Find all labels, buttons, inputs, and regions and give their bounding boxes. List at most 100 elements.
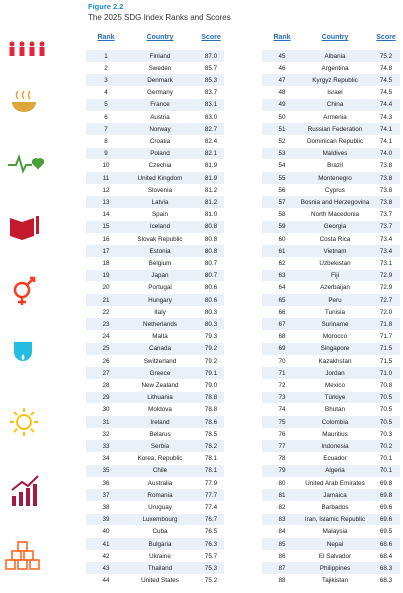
country: Denmark	[147, 76, 173, 84]
rank: 76	[278, 430, 286, 438]
figure-label: Figure 2.2	[88, 2, 124, 11]
score: 76.5	[204, 528, 218, 536]
country: United Arab Emirates	[305, 479, 365, 487]
score: 68.3	[379, 564, 393, 572]
country: Germany	[147, 89, 173, 97]
country: Maldives	[322, 150, 348, 158]
rank: 20	[102, 284, 110, 292]
country: Iceland	[149, 223, 171, 231]
row-band	[86, 172, 224, 184]
score: 76.7	[204, 516, 218, 524]
score: 70.3	[379, 430, 393, 438]
rank: 40	[102, 528, 110, 536]
country: Dominican Republic	[307, 137, 363, 145]
country: Latvia	[151, 198, 169, 206]
rank: 75	[278, 418, 286, 426]
icon-education	[10, 216, 39, 240]
row-band	[262, 416, 400, 428]
score: 81.9	[204, 174, 218, 182]
country: Czechia	[148, 162, 172, 170]
score: 74.1	[379, 125, 393, 133]
rank: 71	[278, 369, 286, 377]
rank: 44	[102, 577, 110, 585]
score: 78.1	[204, 455, 218, 463]
row-band	[86, 342, 224, 355]
rank: 26	[102, 357, 110, 365]
score: 73.4	[379, 247, 393, 255]
rank: 11	[102, 174, 110, 182]
row-band	[86, 98, 224, 111]
rank: 23	[102, 320, 110, 328]
score: 77.7	[204, 491, 218, 499]
rank: 65	[278, 296, 286, 304]
country: Spain	[151, 211, 169, 219]
rank: 2	[104, 64, 108, 72]
rank: 50	[278, 113, 286, 121]
rank: 46	[278, 64, 286, 72]
rank: 48	[278, 89, 286, 97]
country: Poland	[150, 150, 170, 158]
row-band	[86, 538, 224, 550]
row-band	[262, 440, 400, 453]
row-band	[262, 269, 400, 282]
row-band	[262, 318, 400, 331]
score: 82.1	[204, 150, 218, 158]
country: Portugal	[148, 284, 172, 292]
country: Austria	[150, 113, 170, 121]
column-header: Country	[146, 34, 174, 41]
country: Belgium	[148, 259, 172, 267]
rank: 21	[102, 296, 110, 304]
country: Romania	[147, 491, 173, 499]
rank: 74	[278, 406, 286, 414]
country: Finland	[149, 52, 171, 60]
row-band	[262, 98, 400, 111]
country: Italy	[154, 308, 166, 316]
score: 87.0	[204, 52, 218, 60]
score: 69.8	[379, 479, 393, 487]
row-band	[262, 391, 400, 404]
score: 74.4	[379, 101, 393, 109]
row-band	[86, 464, 224, 477]
score: 70.5	[379, 394, 393, 402]
score: 68.6	[379, 540, 393, 548]
country: Algeria	[325, 467, 345, 475]
rank: 16	[102, 235, 110, 243]
score: 76.3	[204, 540, 218, 548]
score: 74.5	[379, 76, 393, 84]
row-band	[262, 245, 400, 257]
score: 80.6	[204, 296, 218, 304]
rank: 82	[278, 503, 286, 511]
rank: 69	[278, 345, 286, 353]
rank: 15	[102, 223, 110, 231]
country: United Kingdom	[137, 174, 183, 182]
score: 74.0	[379, 150, 393, 158]
rank: 67	[278, 320, 286, 328]
row-band	[262, 74, 400, 87]
rank: 59	[278, 223, 286, 231]
rank: 81	[278, 491, 286, 499]
icon-hunger	[12, 90, 36, 112]
icon-health	[8, 153, 45, 174]
column-header: Score	[376, 34, 396, 41]
country: Cyprus	[325, 186, 345, 194]
country: Lithuania	[147, 394, 173, 402]
rank: 42	[102, 552, 110, 560]
score: 69.8	[379, 491, 393, 499]
score: 70.8	[379, 381, 393, 389]
row-band	[86, 220, 224, 233]
country: Israel	[327, 89, 343, 97]
score: 81.2	[204, 186, 218, 194]
column-header: Country	[321, 34, 349, 41]
row-band	[86, 50, 224, 62]
country: Bosnia and Herzegovina	[300, 198, 370, 206]
country: Kyrgyz Republic	[312, 76, 358, 84]
figure-title: The 2025 SDG Index Ranks and Scores	[88, 13, 231, 22]
column-header: Rank	[273, 34, 291, 41]
rank: 57	[278, 198, 286, 206]
rank: 7	[104, 125, 108, 133]
rank: 33	[102, 442, 110, 450]
score: 77.9	[204, 479, 218, 487]
row-band	[86, 196, 224, 209]
row-band	[262, 196, 400, 209]
